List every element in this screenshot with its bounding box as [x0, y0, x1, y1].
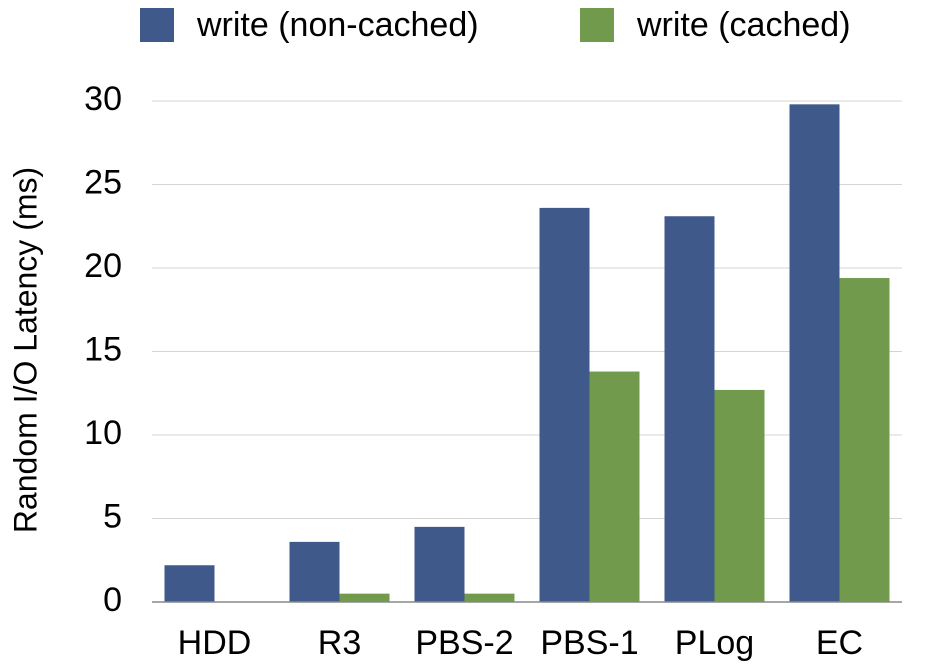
x-tick-label: PLog — [675, 624, 754, 662]
bar — [339, 593, 390, 602]
bar — [789, 104, 840, 602]
y-tick-label: 5 — [103, 497, 122, 535]
legend-swatch — [580, 8, 614, 42]
y-tick-label: 10 — [84, 414, 122, 452]
bar — [464, 593, 515, 602]
y-tick-label: 15 — [84, 330, 122, 368]
bar — [414, 526, 465, 602]
bar — [589, 371, 640, 602]
x-tick-label: PBS-1 — [540, 624, 638, 662]
bar — [289, 541, 340, 602]
legend-label: write (cached) — [636, 6, 851, 44]
y-tick-label: 20 — [84, 247, 122, 285]
y-axis-title: Random I/O Latency (ms) — [7, 167, 43, 533]
x-tick-label: EC — [816, 624, 863, 662]
bar — [839, 278, 890, 602]
y-tick-label: 0 — [103, 581, 122, 619]
bar — [164, 565, 215, 602]
bar — [539, 207, 590, 602]
legend-swatch — [140, 8, 174, 42]
y-tick-label: 25 — [84, 163, 122, 201]
y-tick-label: 30 — [84, 80, 122, 118]
x-tick-label: R3 — [318, 624, 361, 662]
legend-label: write (non-cached) — [196, 6, 479, 44]
bar — [664, 216, 715, 603]
x-tick-label: PBS-2 — [415, 624, 513, 662]
bar — [714, 389, 765, 602]
x-tick-label: HDD — [178, 624, 252, 662]
